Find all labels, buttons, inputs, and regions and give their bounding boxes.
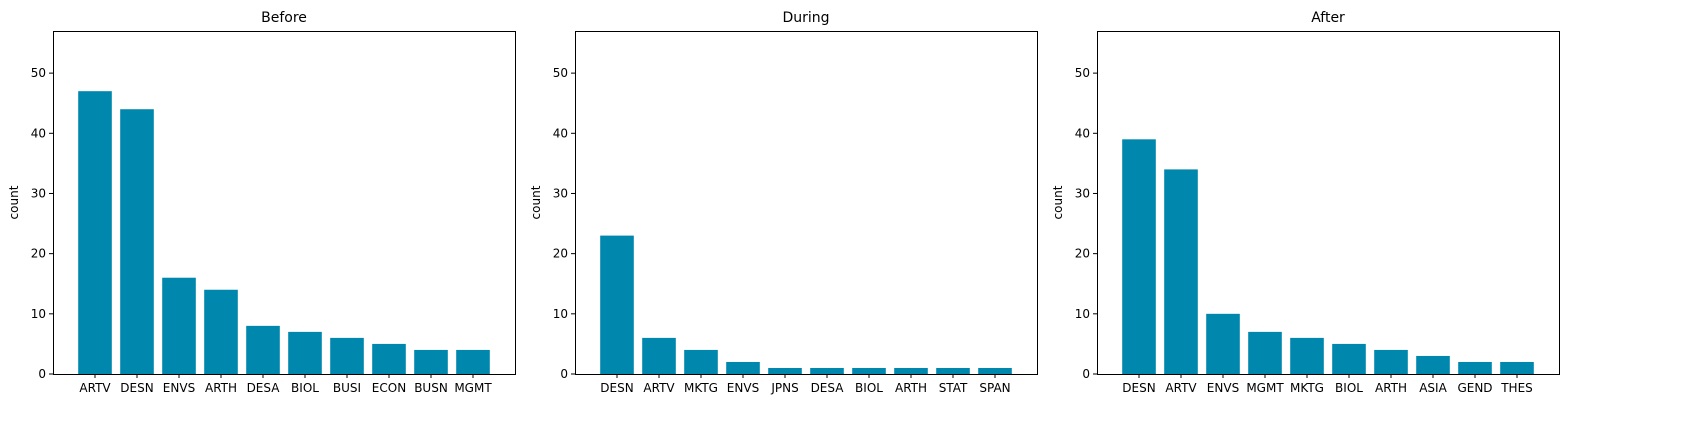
axes-frame bbox=[1097, 31, 1560, 375]
y-tick-label: 40 bbox=[553, 126, 568, 140]
x-tick-label: ARTV bbox=[643, 381, 675, 395]
x-tick-label: JPNS bbox=[770, 381, 798, 395]
x-tick-label: ECON bbox=[372, 381, 406, 395]
bar-desn bbox=[120, 109, 154, 374]
y-tick-label: 10 bbox=[1075, 307, 1090, 321]
y-tick-label: 30 bbox=[1075, 186, 1090, 200]
x-tick-label: MGMT bbox=[454, 381, 492, 395]
y-tick-label: 50 bbox=[1075, 66, 1090, 80]
y-tick-label: 0 bbox=[38, 367, 46, 381]
bar-biol bbox=[1332, 343, 1366, 374]
bar-biol bbox=[288, 331, 322, 374]
x-tick-label: THES bbox=[1500, 381, 1533, 395]
x-tick-label: DESA bbox=[247, 381, 281, 395]
y-tick-label: 40 bbox=[1075, 126, 1090, 140]
bar-arth bbox=[204, 289, 238, 374]
bar-desa bbox=[246, 325, 280, 374]
y-tick-label: 0 bbox=[560, 367, 568, 381]
x-tick-label: ARTH bbox=[895, 381, 927, 395]
bar-busn bbox=[414, 349, 448, 374]
x-tick-label: DESN bbox=[120, 381, 153, 395]
y-tick-label: 20 bbox=[553, 247, 568, 261]
x-tick-label: BIOL bbox=[1335, 381, 1363, 395]
bar-stat bbox=[936, 367, 970, 374]
bar-envs bbox=[162, 277, 196, 374]
bar-mktg bbox=[684, 349, 718, 374]
y-axis-label: count bbox=[1051, 185, 1065, 219]
y-axis-label: count bbox=[7, 185, 21, 219]
bar-arth bbox=[1374, 349, 1408, 374]
x-tick-label: ENVS bbox=[1207, 381, 1239, 395]
x-tick-label: ARTV bbox=[1165, 381, 1197, 395]
x-tick-label: BIOL bbox=[855, 381, 883, 395]
chart-title: Before bbox=[261, 10, 307, 26]
bar-biol bbox=[852, 367, 886, 374]
y-tick-label: 0 bbox=[1082, 367, 1090, 381]
axes-frame bbox=[575, 31, 1038, 375]
bar-mgmt bbox=[1248, 331, 1282, 374]
x-tick-label: DESN bbox=[1122, 381, 1155, 395]
y-tick-label: 20 bbox=[1075, 247, 1090, 261]
bar-envs bbox=[1206, 313, 1240, 374]
y-tick-label: 40 bbox=[31, 126, 46, 140]
x-tick-label: DESN bbox=[600, 381, 633, 395]
bar-span bbox=[978, 367, 1012, 374]
chart-title: After bbox=[1311, 10, 1345, 26]
x-tick-label: MKTG bbox=[1290, 381, 1324, 395]
y-axis-label: count bbox=[529, 185, 543, 219]
bar-mktg bbox=[1290, 337, 1324, 374]
x-tick-label: MKTG bbox=[684, 381, 718, 395]
y-tick-label: 10 bbox=[553, 307, 568, 321]
bar-mgmt bbox=[456, 349, 490, 374]
bar-desa bbox=[810, 367, 844, 374]
x-tick-label: GEND bbox=[1457, 381, 1492, 395]
x-tick-label: STAT bbox=[939, 381, 968, 395]
x-tick-label: DESA bbox=[811, 381, 845, 395]
y-tick-label: 30 bbox=[553, 186, 568, 200]
bar-asia bbox=[1416, 355, 1450, 374]
x-tick-label: MGMT bbox=[1246, 381, 1284, 395]
chart-title: During bbox=[782, 10, 829, 26]
y-tick-label: 20 bbox=[31, 247, 46, 261]
x-tick-label: BUSN bbox=[414, 381, 448, 395]
bar-jpns bbox=[768, 367, 802, 374]
bar-busi bbox=[330, 337, 364, 374]
y-tick-label: 50 bbox=[553, 66, 568, 80]
y-tick-label: 50 bbox=[31, 66, 46, 80]
bar-desn bbox=[1122, 139, 1156, 374]
y-tick-label: 30 bbox=[31, 186, 46, 200]
bar-artv bbox=[78, 91, 112, 375]
bar-thes bbox=[1500, 361, 1534, 374]
bar-artv bbox=[1164, 169, 1198, 374]
bar-gend bbox=[1458, 361, 1492, 374]
x-tick-label: ASIA bbox=[1419, 381, 1447, 395]
y-tick-label: 10 bbox=[31, 307, 46, 321]
x-tick-label: SPAN bbox=[979, 381, 1010, 395]
bar-artv bbox=[642, 337, 676, 374]
x-tick-label: ARTH bbox=[205, 381, 237, 395]
x-tick-label: ARTH bbox=[1375, 381, 1407, 395]
axes-frame bbox=[53, 31, 516, 375]
x-tick-label: BUSI bbox=[333, 381, 361, 395]
bar-envs bbox=[726, 361, 760, 374]
x-tick-label: ARTV bbox=[79, 381, 111, 395]
bar-desn bbox=[600, 235, 634, 374]
x-tick-label: BIOL bbox=[291, 381, 319, 395]
bar-econ bbox=[372, 343, 406, 374]
x-tick-label: ENVS bbox=[727, 381, 759, 395]
x-tick-label: ENVS bbox=[163, 381, 195, 395]
bar-arth bbox=[894, 367, 928, 374]
